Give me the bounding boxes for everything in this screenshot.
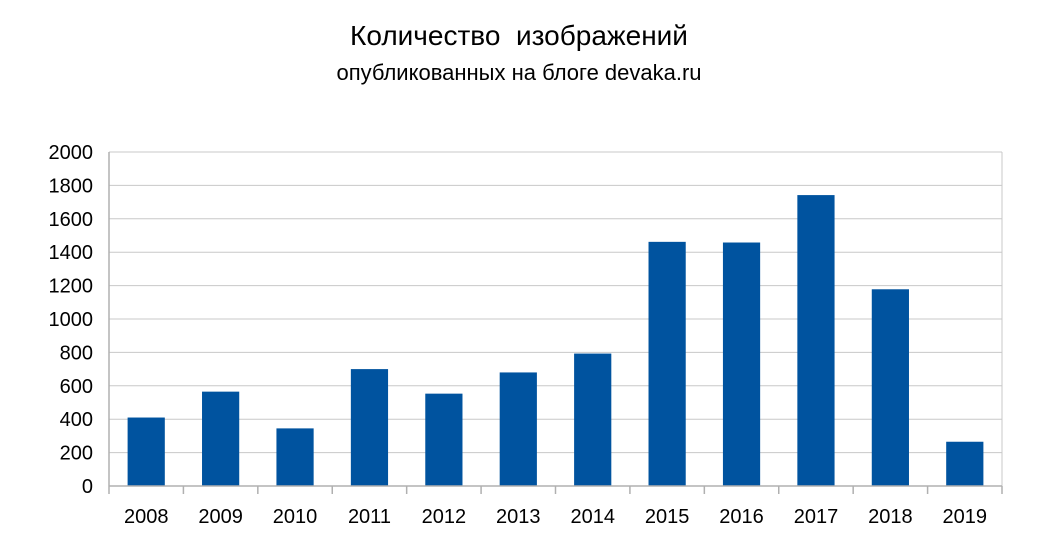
y-tick-label: 400	[60, 409, 93, 431]
x-tick-label: 2012	[422, 506, 467, 528]
y-tick-label: 1600	[49, 209, 94, 231]
x-tick-label: 2011	[348, 506, 391, 528]
bar	[648, 241, 686, 486]
y-tick-label: 200	[60, 443, 93, 465]
y-tick-label: 1400	[49, 242, 94, 264]
x-tick-label: 2015	[645, 506, 690, 528]
bar	[127, 417, 165, 486]
x-tick-label: 2018	[868, 506, 913, 528]
bar	[574, 353, 612, 486]
x-tick-label: 2010	[273, 506, 318, 528]
bar	[202, 391, 240, 486]
x-tick-label: 2016	[719, 506, 764, 528]
x-tick-label: 2008	[124, 506, 169, 528]
bar	[499, 372, 537, 486]
bar	[425, 393, 463, 486]
y-tick-label: 800	[60, 342, 93, 364]
bar	[722, 242, 761, 486]
bar	[276, 428, 314, 486]
bar	[871, 289, 909, 486]
y-tick-label: 1800	[49, 175, 94, 197]
bar	[946, 441, 984, 486]
chart-title: Количество изображений	[350, 20, 688, 51]
y-tick-label: 1200	[49, 276, 94, 298]
bar	[797, 195, 835, 486]
x-tick-label: 2017	[794, 506, 839, 528]
x-tick-label: 2009	[198, 506, 243, 528]
x-tick-label: 2014	[570, 506, 615, 528]
x-tick-label: 2019	[943, 506, 988, 528]
chart-subtitle: опубликованных на блоге devaka.ru	[336, 60, 702, 85]
y-tick-label: 600	[60, 376, 93, 398]
y-tick-label: 1000	[49, 309, 94, 331]
y-tick-label: 0	[82, 476, 93, 498]
bar	[350, 369, 389, 486]
x-tick-label: 2013	[496, 506, 541, 528]
y-tick-label: 2000	[49, 142, 94, 164]
